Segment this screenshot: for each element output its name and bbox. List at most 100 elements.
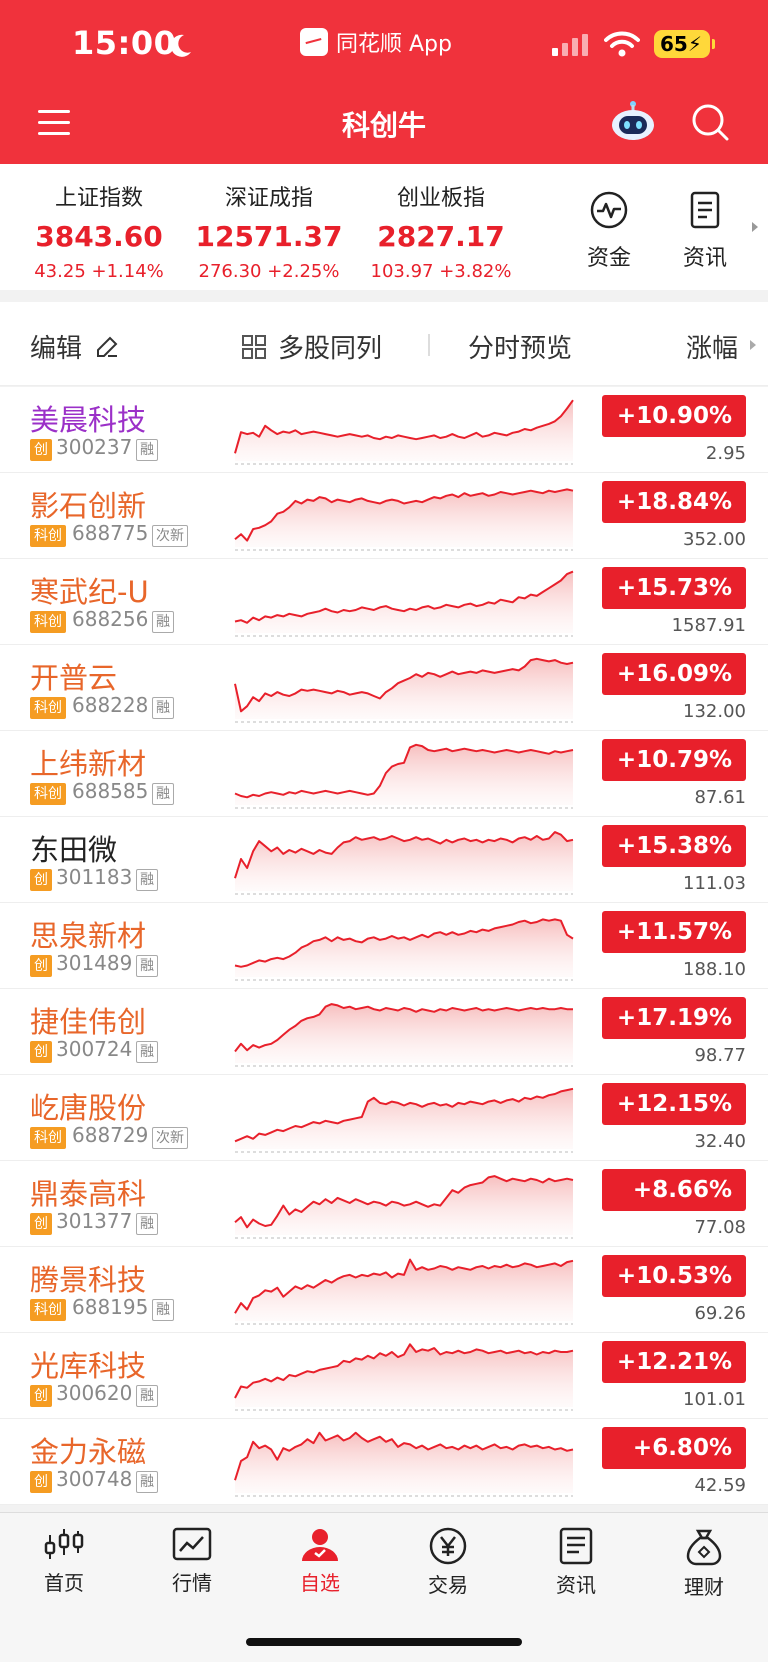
stock-price: 132.00 — [683, 701, 746, 722]
margin-tag: 融 — [152, 697, 174, 719]
stock-row[interactable]: 上纬新材 科创 688585 融 +10.79% 87.61 — [0, 731, 768, 817]
pencil-icon — [97, 336, 118, 357]
tab-news[interactable]: 资讯 — [526, 1527, 626, 1598]
stock-name: 光库科技 — [30, 1349, 147, 1383]
margin-tag: 融 — [152, 783, 174, 805]
change-badge[interactable]: +17.19% — [602, 997, 746, 1039]
change-badge[interactable]: +12.21% — [602, 1341, 746, 1383]
document-icon — [690, 191, 720, 229]
sparkline-area — [235, 1176, 573, 1235]
news-icon — [559, 1527, 593, 1565]
intraday-sparkline — [234, 657, 574, 723]
sparkline-line — [234, 657, 574, 713]
tab-market[interactable]: 行情 — [142, 1527, 242, 1596]
sparkline-area — [235, 571, 573, 633]
timeshare-preview-button[interactable]: 分时预览 — [468, 334, 573, 364]
multi-stock-label: 多股同列 — [278, 334, 383, 364]
tab-home[interactable]: 首页 — [14, 1527, 114, 1596]
change-badge[interactable]: +15.73% — [602, 567, 746, 609]
stock-code: 301489 — [56, 951, 133, 975]
stock-row[interactable]: 影石创新 科创 688775 次新 +18.84% 352.00 — [0, 473, 768, 559]
index-item-cyb[interactable]: 创业板指 2827.17 103.97 +3.82% — [356, 180, 526, 282]
intraday-sparkline — [234, 831, 574, 895]
grid-icon — [242, 334, 266, 359]
change-badge[interactable]: +12.15% — [602, 1083, 746, 1125]
app-logo-icon — [300, 28, 328, 56]
stock-price: 352.00 — [683, 529, 746, 550]
stock-row[interactable]: 思泉新材创 301489 融 +11.57% 188.10 — [0, 903, 768, 989]
index-item-sh[interactable]: 上证指数 3843.60 43.25 +1.14% — [14, 180, 184, 282]
stock-name: 屹唐股份 — [30, 1091, 147, 1125]
funds-button[interactable]: 资金 — [574, 190, 644, 272]
tab-label: 自选 — [300, 1571, 340, 1595]
stock-row[interactable]: 腾景科技 科创 688195 融 +10.53% 69.26 — [0, 1247, 768, 1333]
stock-row[interactable]: 屹唐股份 科创 688729 次新 +12.15% 32.40 — [0, 1075, 768, 1161]
intraday-sparkline — [234, 488, 574, 551]
signal-icon — [552, 34, 588, 56]
board-tag: 科创 — [30, 1127, 66, 1149]
stock-row[interactable]: 光库科技创 300620 融 +12.21% 101.01 — [0, 1333, 768, 1419]
edit-button[interactable]: 编辑 — [30, 328, 120, 365]
stock-price: 101.01 — [683, 1389, 746, 1410]
stock-price: 69.26 — [694, 1303, 746, 1324]
tab-label: 交易 — [428, 1573, 468, 1597]
sparkline-area — [235, 1344, 573, 1407]
stock-code: 301183 — [56, 865, 133, 889]
change-badge[interactable]: +10.79% — [602, 739, 746, 781]
stock-row[interactable]: 金力永磁创 300748 融 +6.80% 42.59 — [0, 1419, 768, 1505]
sparkline-area — [235, 832, 573, 891]
chevron-right-icon[interactable] — [752, 222, 758, 232]
margin-tag: 融 — [136, 1041, 158, 1063]
change-badge[interactable]: +11.57% — [602, 911, 746, 953]
news-quick-button[interactable]: 资讯 — [670, 190, 740, 272]
change-badge[interactable]: +18.84% — [602, 481, 746, 523]
bottom-tab-bar: 首页 行情 自选 交易 资讯 理财 — [0, 1512, 768, 1662]
multi-stock-button[interactable]: 多股同列 — [242, 328, 382, 365]
tab-watchlist[interactable]: 自选 — [270, 1527, 370, 1596]
edit-label: 编辑 — [30, 334, 83, 364]
wifi-icon — [604, 31, 640, 57]
battery-indicator: 65⚡ — [654, 30, 715, 58]
change-badge[interactable]: +10.53% — [602, 1255, 746, 1297]
sparkline-area — [235, 1088, 573, 1149]
change-badge[interactable]: +10.90% — [602, 395, 746, 437]
stock-name: 捷佳伟创 — [30, 1005, 147, 1039]
charging-icon: ⚡ — [687, 32, 702, 56]
sparkline-line — [234, 918, 574, 968]
margin-tag: 融 — [136, 869, 158, 891]
stock-name: 鼎泰高科 — [30, 1177, 147, 1211]
stock-row[interactable]: 鼎泰高科创 301377 融 +8.66% 77.08 — [0, 1161, 768, 1247]
menu-icon[interactable] — [38, 110, 70, 136]
change-badge[interactable]: +16.09% — [602, 653, 746, 695]
stock-code: 688195 — [72, 1295, 149, 1319]
index-item-sz[interactable]: 深证成指 12571.37 276.30 +2.25% — [184, 180, 354, 282]
stock-row[interactable]: 开普云 科创 688228 融 +16.09% 132.00 — [0, 645, 768, 731]
board-tag: 创 — [30, 869, 52, 891]
stock-row[interactable]: 寒武纪-U 科创 688256 融 +15.73% 1587.91 — [0, 559, 768, 645]
index-name: 上证指数 — [54, 186, 143, 211]
status-time: 15:00 — [72, 24, 177, 62]
search-icon[interactable] — [690, 102, 730, 142]
sort-change-button[interactable]: 涨幅 — [686, 334, 739, 364]
tab-trade[interactable]: 交易 — [398, 1527, 498, 1598]
stock-name: 金力永磁 — [30, 1435, 147, 1469]
robot-icon[interactable] — [610, 100, 656, 142]
moneybag-icon — [686, 1529, 722, 1566]
board-tag: 创 — [30, 955, 52, 977]
stock-name: 东田微 — [30, 833, 118, 867]
stock-row[interactable]: 捷佳伟创创 300724 融 +17.19% 98.77 — [0, 989, 768, 1075]
change-badge[interactable]: +15.38% — [602, 825, 746, 867]
intraday-sparkline — [234, 1343, 574, 1411]
tab-label: 行情 — [172, 1571, 212, 1595]
tab-label: 理财 — [684, 1575, 724, 1599]
stock-row[interactable]: 东田微创 301183 融 +15.38% 111.03 — [0, 817, 768, 903]
board-tag: 创 — [30, 1041, 52, 1063]
stock-row[interactable]: 美晨科技创 300237 融 +10.90% 2.95 — [0, 387, 768, 473]
stock-code: 688729 — [72, 1123, 149, 1147]
tab-wealth[interactable]: 理财 — [654, 1527, 754, 1600]
stock-price: 77.08 — [694, 1217, 746, 1238]
margin-tag: 融 — [136, 1213, 158, 1235]
intraday-sparkline — [234, 570, 574, 637]
change-badge[interactable]: +6.80% — [602, 1427, 746, 1469]
change-badge[interactable]: +8.66% — [602, 1169, 746, 1211]
